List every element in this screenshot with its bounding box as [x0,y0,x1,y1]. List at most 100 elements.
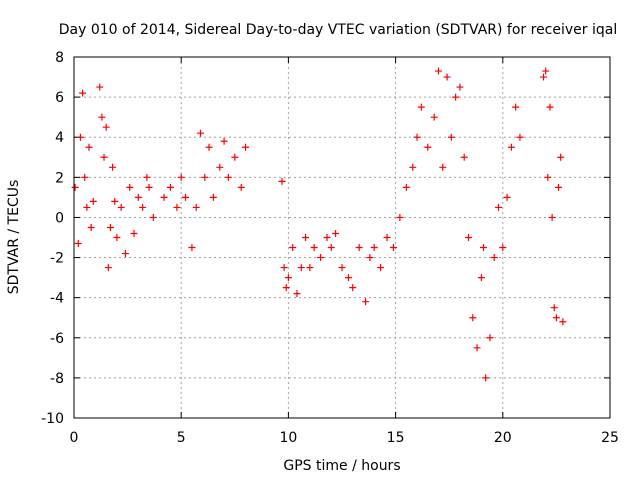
y-tick-label: 4 [55,130,64,146]
data-point [71,183,79,191]
data-point [389,244,397,252]
chart-title: Day 010 of 2014, Sidereal Day-to-day VTE… [59,22,617,38]
data-point [542,67,550,75]
data-point [113,234,121,241]
data-point [480,244,488,252]
y-tick-label: -10 [41,411,64,427]
data-point [477,274,485,282]
data-point [499,244,507,252]
data-points [71,67,567,382]
data-point [424,143,432,151]
data-point [102,123,110,131]
data-point [362,298,370,306]
data-point [139,203,147,211]
data-point [280,264,288,272]
data-point [126,183,134,191]
data-point [377,264,385,272]
data-point [417,103,425,111]
data-point [503,193,511,201]
data-point [439,163,447,171]
data-point [85,143,93,151]
data-point [297,264,305,272]
data-point [544,173,552,181]
data-point [192,203,200,211]
data-point [177,173,185,181]
data-point [486,334,494,342]
data-point [231,153,239,161]
data-point [548,213,556,221]
data-point [104,264,112,272]
data-point [242,143,250,151]
data-point [555,183,563,191]
data-point [224,173,232,181]
data-point [83,203,91,211]
data-point [173,203,181,211]
data-point [434,67,442,75]
data-point [111,197,119,205]
data-point [366,254,374,262]
data-point [166,183,174,191]
data-point [338,264,346,272]
data-point [516,133,524,141]
data-point [546,103,554,111]
y-axis-label: SDTVAR / TECUs [6,180,22,295]
data-point [76,133,84,141]
data-point [370,244,378,252]
x-tick-label: 5 [177,430,186,446]
data-point [293,290,301,298]
data-point [355,244,363,252]
data-point [81,173,89,181]
data-point [310,244,318,252]
data-point [100,153,108,161]
data-point [149,213,157,221]
data-point [284,274,292,282]
data-point [201,173,209,181]
data-point [550,304,558,312]
data-point [89,197,97,205]
data-point [74,240,82,248]
data-point [188,244,196,252]
grid-lines [74,57,610,418]
data-point [209,193,217,201]
data-point [130,229,138,237]
data-point [490,254,498,262]
data-point [430,113,438,121]
data-point [473,344,481,352]
data-point [289,244,297,252]
data-point [278,177,286,185]
x-tick-label: 15 [387,430,405,446]
y-tick-label: -4 [50,291,64,307]
data-point [540,73,548,81]
data-point [160,193,168,201]
y-tick-label: 8 [55,50,64,66]
plot-frame [73,56,611,419]
data-point [557,153,565,161]
y-tick-label: -8 [50,371,64,387]
data-point [87,223,95,231]
data-point [552,314,560,322]
data-point [237,183,245,191]
data-point [464,234,472,241]
data-point [402,183,410,191]
data-point [216,163,224,171]
data-point [469,314,477,322]
data-point [109,163,117,171]
data-point [117,203,125,211]
data-point [456,83,464,91]
data-point [134,193,142,201]
data-point [196,129,204,137]
data-point [145,183,153,191]
data-point [460,153,468,161]
data-point [121,250,129,258]
y-tick-label: 2 [55,170,64,186]
x-tick-label: 25 [601,430,619,446]
data-point [306,264,314,272]
data-point [220,137,228,145]
y-tick-label: -6 [50,331,64,347]
x-tick-label: 0 [70,430,79,446]
data-point [98,113,106,121]
x-tick-label: 10 [279,430,297,446]
data-point [302,234,310,241]
data-point [181,193,189,201]
